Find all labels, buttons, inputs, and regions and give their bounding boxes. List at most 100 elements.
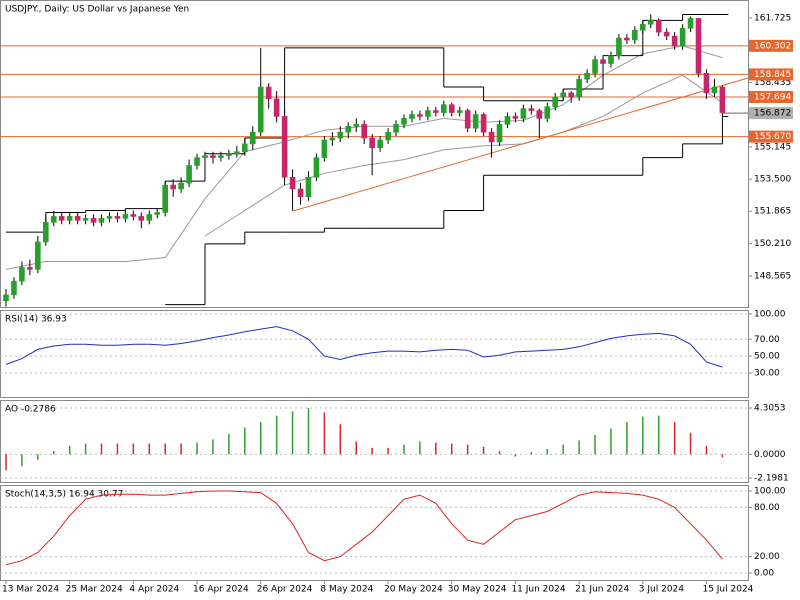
candle-body (647, 20, 654, 25)
candle-body (289, 176, 296, 190)
panel-frame (0, 310, 749, 398)
indicator-line (5, 326, 723, 368)
last-price-box (749, 107, 793, 120)
y-tick-label: 0.00 (754, 569, 774, 579)
candle-body (719, 86, 726, 113)
x-tick-label: 8 May 2024 (320, 585, 373, 595)
candle-body (639, 24, 646, 31)
candle-body (711, 86, 718, 94)
x-tick-label: 25 Mar 2024 (66, 585, 123, 595)
candle-body (695, 18, 702, 74)
x-tick-label: 21 Jun 2024 (575, 585, 629, 595)
candle-body (409, 114, 415, 119)
panel-title: USDJPY., Daily: US Dollar vs Japanese Ye… (5, 5, 189, 15)
indicator-line (5, 490, 723, 566)
candle-body (11, 280, 17, 296)
level-label: 158.845 (754, 70, 791, 80)
candle-body (369, 137, 375, 149)
candle-body (345, 125, 352, 133)
x-tick-label: 11 Jun 2024 (511, 585, 565, 595)
panel-title: AO -0.2786 (5, 405, 56, 415)
y-tick-label: 20.00 (754, 552, 780, 562)
trend-line (292, 77, 749, 212)
candle-body (202, 155, 208, 158)
x-tick-label: 30 May 2024 (448, 585, 507, 595)
candle-body (433, 110, 439, 113)
candle-body (210, 155, 216, 158)
candle-body (58, 216, 65, 221)
x-tick-label: 13 Mar 2024 (2, 585, 59, 595)
candle-body (186, 165, 192, 184)
candle-body (703, 73, 710, 94)
candle-body (273, 98, 280, 117)
level-label: 155.670 (754, 132, 791, 142)
candle-body (122, 214, 129, 219)
candle-body (218, 155, 224, 158)
level-label-box (749, 130, 793, 143)
candle-body (496, 123, 503, 143)
candle-body (512, 116, 519, 119)
candle-body (337, 131, 344, 139)
y-tick-label: 150.210 (754, 239, 791, 249)
x-tick-label: 3 Jul 2024 (639, 585, 684, 595)
candle-body (568, 92, 574, 98)
candle-body (520, 108, 527, 119)
candle-body (130, 214, 137, 217)
candle-body (170, 184, 176, 190)
candle-body (528, 108, 535, 111)
candle-body (27, 267, 33, 270)
y-tick-label: 30.00 (754, 368, 780, 378)
candle-body (66, 216, 73, 221)
y-tick-label: 80.00 (754, 503, 780, 513)
candle-body (504, 116, 511, 125)
candle-body (425, 110, 431, 117)
candle-body (82, 218, 89, 221)
candle-body (297, 188, 304, 198)
panel-title: RSI(14) 36.93 (5, 315, 67, 325)
candle-body (329, 137, 336, 141)
y-tick-label: 148.565 (754, 271, 791, 281)
candle-body (592, 59, 598, 74)
candle-body (265, 86, 272, 100)
candle-body (608, 55, 614, 64)
y-tick-label: 100.00 (754, 309, 786, 319)
candle-body (321, 139, 328, 158)
candle-body (162, 184, 168, 213)
candle-body (544, 106, 551, 119)
panel-frame (0, 0, 749, 308)
level-label-box (749, 39, 793, 52)
y-tick-label: 100.00 (754, 486, 786, 496)
y-tick-label: 70.00 (754, 335, 780, 345)
x-tick-label: 16 Apr 2024 (193, 585, 249, 595)
candle-body (440, 104, 447, 113)
candle-body (114, 216, 121, 219)
y-tick-label: -2.1981 (754, 473, 789, 483)
candle-body (146, 214, 153, 221)
candle-body (671, 35, 678, 47)
y-tick-label: 158.435 (754, 78, 791, 88)
candle-body (249, 131, 256, 145)
y-tick-label: 4.3053 (754, 404, 786, 414)
candle-body (616, 37, 622, 56)
candle-body (50, 216, 57, 223)
level-label: 160.302 (754, 41, 791, 51)
candle-body (552, 96, 559, 107)
candle-body (536, 110, 543, 119)
panel-title: Stoch(14,3,5) 16.94 30.77 (5, 490, 123, 500)
candle-body (242, 143, 248, 153)
candle-body (3, 294, 9, 302)
candle-body (194, 157, 200, 166)
candle-body (393, 123, 399, 133)
candle-body (624, 37, 630, 41)
panel-frame (0, 400, 749, 483)
candle-body (313, 157, 320, 178)
candle-body (560, 92, 567, 98)
candle-body (74, 216, 81, 221)
candle-body (138, 216, 145, 221)
y-tick-label: 155.145 (754, 142, 791, 152)
candle-body (98, 218, 105, 223)
y-tick-label: 0.0000 (754, 450, 786, 460)
candle-body (401, 118, 407, 125)
